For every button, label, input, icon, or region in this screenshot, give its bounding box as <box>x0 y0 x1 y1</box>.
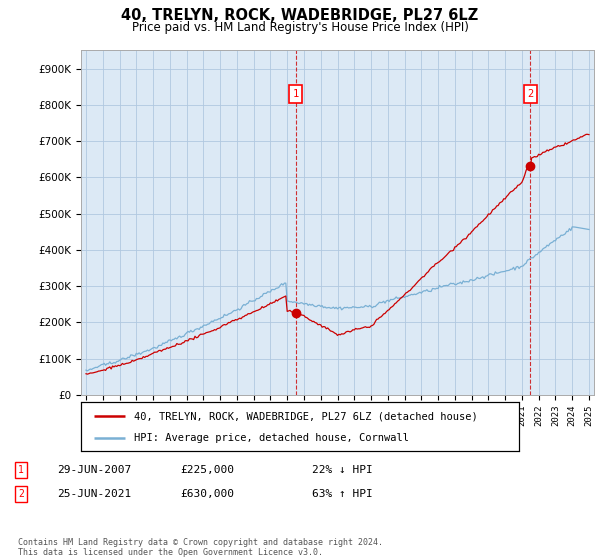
Text: Price paid vs. HM Land Registry's House Price Index (HPI): Price paid vs. HM Land Registry's House … <box>131 21 469 34</box>
Text: 29-JUN-2007: 29-JUN-2007 <box>57 465 131 475</box>
Text: £630,000: £630,000 <box>180 489 234 499</box>
Text: 63% ↑ HPI: 63% ↑ HPI <box>312 489 373 499</box>
Text: £225,000: £225,000 <box>180 465 234 475</box>
Text: 2: 2 <box>18 489 24 499</box>
Text: 40, TRELYN, ROCK, WADEBRIDGE, PL27 6LZ: 40, TRELYN, ROCK, WADEBRIDGE, PL27 6LZ <box>121 8 479 24</box>
Text: 40, TRELYN, ROCK, WADEBRIDGE, PL27 6LZ (detached house): 40, TRELYN, ROCK, WADEBRIDGE, PL27 6LZ (… <box>134 411 478 421</box>
Text: 25-JUN-2021: 25-JUN-2021 <box>57 489 131 499</box>
Text: 22% ↓ HPI: 22% ↓ HPI <box>312 465 373 475</box>
Text: 1: 1 <box>292 89 299 99</box>
Text: Contains HM Land Registry data © Crown copyright and database right 2024.
This d: Contains HM Land Registry data © Crown c… <box>18 538 383 557</box>
Text: HPI: Average price, detached house, Cornwall: HPI: Average price, detached house, Corn… <box>134 433 409 444</box>
Text: 1: 1 <box>18 465 24 475</box>
Text: 2: 2 <box>527 89 533 99</box>
